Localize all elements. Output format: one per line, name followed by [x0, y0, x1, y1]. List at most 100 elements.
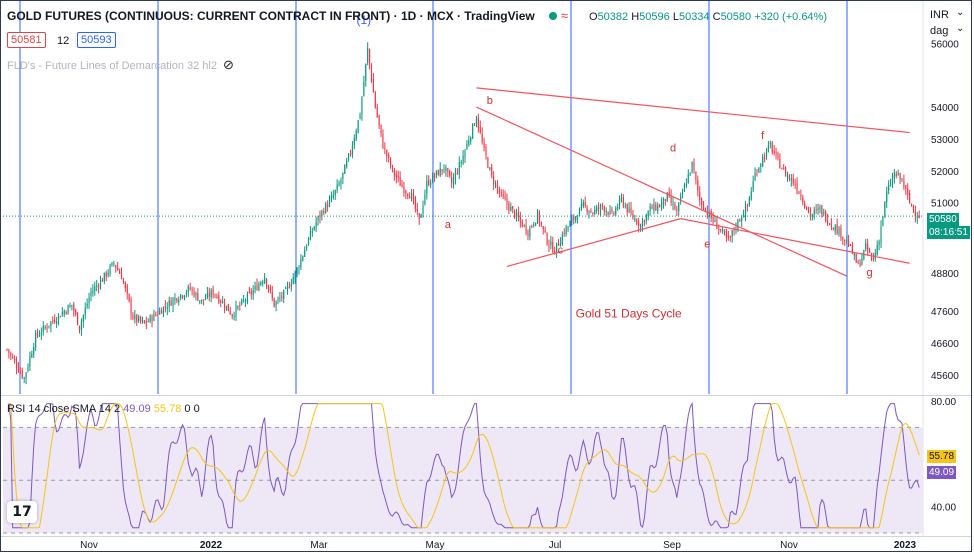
candle-body [384, 148, 386, 150]
candle-body [98, 286, 100, 288]
candle-body [834, 225, 836, 231]
candle-body [313, 226, 315, 230]
candle-body [899, 173, 901, 180]
trend-line [476, 87, 910, 134]
candle-body [861, 257, 863, 266]
candle-body [764, 157, 766, 159]
rsi-indicator-label[interactable]: RSI 14 close SMA 14 2 49.09 55.78 0 0 [7, 403, 200, 415]
candle-body [731, 230, 733, 238]
candle-body [598, 207, 600, 209]
candle-body [428, 180, 430, 186]
candle-body [914, 211, 916, 217]
scale-mode-label[interactable]: dag [930, 25, 949, 37]
candle-body [470, 137, 472, 142]
candle-body [168, 300, 170, 307]
price-tick-label: 53000 [931, 135, 959, 146]
candle-body [424, 194, 426, 204]
candle-body [437, 170, 439, 176]
candle-body [639, 224, 642, 229]
candle-body [535, 222, 537, 226]
candle-body [855, 253, 857, 263]
candle-body [325, 203, 327, 213]
candle-body [697, 180, 699, 191]
candle-body [38, 334, 41, 337]
price-tick-label: 51000 [931, 199, 959, 210]
candle-body [399, 177, 401, 186]
candle-body [502, 194, 504, 197]
wave-icon[interactable]: ≈ [561, 8, 569, 23]
candle-body [685, 183, 687, 186]
candle-body [857, 261, 859, 264]
candle-body [393, 169, 395, 176]
candle-body [130, 300, 132, 314]
candle-body [300, 258, 302, 268]
candle-body [298, 267, 300, 269]
candle-body [96, 285, 98, 287]
candle-body [680, 196, 682, 202]
quantity-value[interactable]: 12 [57, 35, 70, 47]
candle-body [395, 174, 397, 178]
candle-body [214, 294, 216, 296]
candle-body [903, 180, 905, 188]
sell-button[interactable]: 50581 [7, 32, 46, 48]
candle-body [750, 191, 752, 200]
candle-body [832, 228, 834, 230]
candle-body [84, 308, 86, 316]
candle-body [508, 203, 510, 210]
candle-body [796, 182, 798, 191]
trend-line [680, 218, 910, 264]
candle-body [809, 210, 811, 217]
candle-body [414, 197, 416, 209]
currency-selector[interactable]: INR [930, 9, 949, 21]
candle-body [689, 172, 691, 174]
candle-body [485, 146, 487, 157]
candle-body [519, 216, 521, 222]
candle-body [727, 235, 729, 238]
symbol-title[interactable]: GOLD FUTURES (CONTINUOUS: CURRENT CONTRA… [7, 9, 535, 23]
candle-body [12, 356, 14, 358]
candle-body [458, 162, 460, 175]
candle-body [115, 265, 117, 268]
chevron-down-icon[interactable]: ⌄ [956, 23, 965, 34]
candle-body [704, 209, 707, 211]
candle-body [71, 304, 73, 306]
candle-body [573, 216, 575, 220]
candle-body [170, 300, 172, 306]
candle-body [752, 180, 754, 190]
candle-body [185, 292, 187, 295]
candle-body [56, 321, 58, 324]
fld-indicator-label[interactable]: FLD's - Future Lines of Demarcation 32 h… [7, 60, 217, 72]
candle-body [615, 208, 617, 215]
candle-body [775, 151, 777, 154]
candle-body [475, 119, 478, 124]
candle-body [538, 211, 540, 223]
candle-body [617, 207, 619, 209]
candle-body [578, 207, 581, 217]
candle-body [243, 300, 245, 302]
candle-body [107, 272, 109, 275]
candle-body [594, 209, 596, 214]
candle-body [311, 231, 313, 233]
candle-body [550, 241, 552, 245]
chevron-down-icon[interactable]: ⌄ [956, 7, 965, 18]
wave-label: f [761, 130, 765, 142]
candle-body [99, 280, 102, 289]
candle-body [794, 184, 796, 186]
candle-body [676, 209, 678, 211]
candle-body [330, 196, 332, 200]
eye-hidden-icon[interactable]: ⊘ [223, 57, 234, 72]
candle-body [227, 303, 229, 312]
candle-body [804, 203, 806, 208]
tradingview-logo[interactable]: 17 [7, 501, 37, 523]
candle-body [422, 205, 424, 214]
candle-body [382, 133, 384, 149]
buy-button[interactable]: 50593 [77, 32, 116, 48]
candle-body [14, 358, 16, 361]
wave-label: b [487, 95, 493, 107]
candle-body [119, 271, 121, 274]
candle-body [512, 206, 514, 210]
candle-body [559, 242, 561, 247]
candle-body [910, 203, 913, 206]
